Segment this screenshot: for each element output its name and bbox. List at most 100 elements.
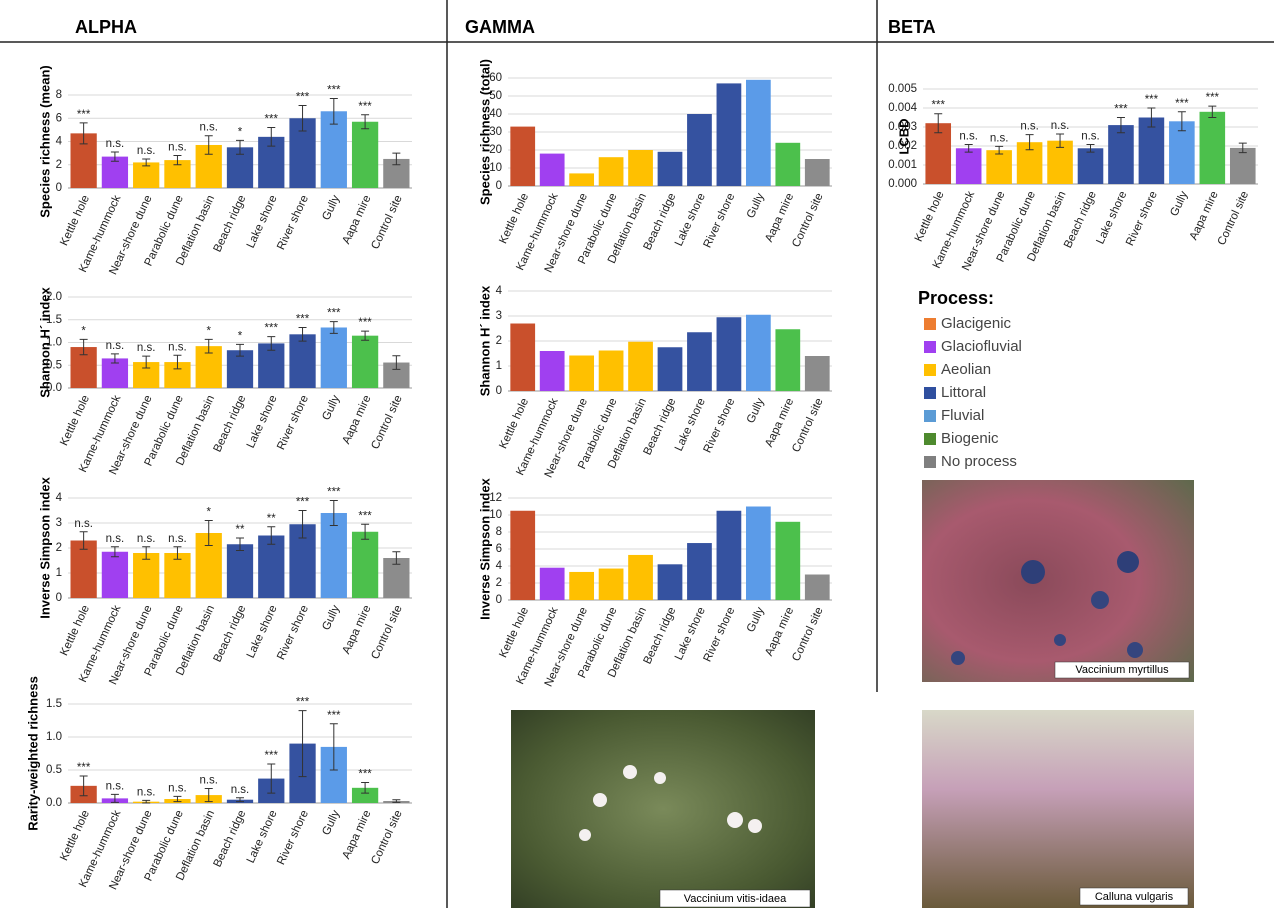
x-tick-label: River shore <box>275 808 311 866</box>
y-tick-label: 0.001 <box>888 159 917 171</box>
error-bar <box>204 338 213 354</box>
error-bar <box>79 531 88 550</box>
y-tick-label: 4 <box>496 285 503 297</box>
bar <box>775 142 801 186</box>
significance-label: *** <box>358 101 372 113</box>
x-tick-label: Aapa mire <box>763 191 796 244</box>
bar <box>1169 121 1195 184</box>
error-bar <box>361 114 370 130</box>
error-bar <box>204 135 213 155</box>
x-tick-label: Lake shore <box>673 605 708 662</box>
bar <box>628 150 653 186</box>
significance-label: *** <box>265 750 279 762</box>
y-axis-label: Inverse Simpson index <box>37 476 52 618</box>
y-axis-label: Shannon H´ index <box>477 285 492 396</box>
significance-label: n.s. <box>137 533 156 545</box>
bar <box>745 506 771 600</box>
x-tick-label: Aapa mire <box>341 603 374 656</box>
error-bar <box>392 152 401 166</box>
legend-title: Process: <box>918 288 994 308</box>
y-tick-label: 2 <box>496 577 502 589</box>
x-tick-label: Kettle hole <box>58 603 92 657</box>
error-bar <box>79 775 88 797</box>
x-tick-label: Lake shore <box>245 808 280 865</box>
bar <box>289 334 316 388</box>
error-bar <box>267 127 276 147</box>
y-axis-label: LCBD <box>896 118 911 154</box>
x-tick-label: Lake shore <box>245 603 280 660</box>
x-tick-label: River shore <box>275 603 311 661</box>
y-tick-label: 12 <box>489 492 502 504</box>
x-tick-label: River shore <box>275 193 311 251</box>
significance-label: n.s. <box>990 132 1009 144</box>
y-tick-label: 1 <box>496 360 502 372</box>
bar <box>745 79 771 186</box>
error-bar <box>204 520 213 546</box>
significance-label: *** <box>358 769 372 781</box>
column-header: BETA <box>888 17 936 37</box>
legend-label: Littoral <box>941 384 986 401</box>
x-tick-label: Aapa mire <box>1188 189 1221 242</box>
error-bar <box>329 97 338 125</box>
bar <box>716 510 742 600</box>
significance-label: n.s. <box>106 533 125 545</box>
y-tick-label: 0 <box>496 594 502 606</box>
y-tick-label: 0 <box>56 592 62 604</box>
legend-label: Glacigenic <box>941 315 1012 332</box>
legend-swatch <box>924 318 936 330</box>
bar <box>716 317 742 391</box>
y-tick-label: 4 <box>56 136 63 148</box>
significance-label: * <box>238 126 243 138</box>
x-tick-label: River shore <box>702 605 738 663</box>
x-tick-label: Beach ridge <box>212 393 249 454</box>
bar <box>628 554 653 600</box>
significance-label: ** <box>267 513 276 525</box>
significance-label: n.s. <box>168 341 187 353</box>
significance-label: *** <box>77 109 91 121</box>
error-bar <box>142 158 151 167</box>
significance-label: *** <box>327 487 341 499</box>
legend-label: Aeolian <box>941 361 991 378</box>
bar <box>539 567 565 600</box>
x-tick-label: Gully <box>320 393 342 422</box>
bar <box>775 329 801 391</box>
legend-label: No process <box>941 453 1017 470</box>
x-tick-label: River shore <box>275 393 311 451</box>
significance-label: n.s. <box>74 518 93 530</box>
bar <box>101 551 129 598</box>
bar <box>101 156 129 188</box>
y-axis-label: Species richness (total) <box>477 59 492 205</box>
y-axis-label: Shannon H´ index <box>37 286 52 397</box>
bar <box>1138 117 1165 184</box>
x-tick-label: Gully <box>320 603 342 632</box>
significance-label: n.s. <box>231 784 250 796</box>
y-tick-label: 2.0 <box>46 291 62 303</box>
error-bar <box>236 537 244 551</box>
x-tick-label: Aapa mire <box>341 808 374 861</box>
y-tick-label: 6 <box>56 112 62 124</box>
significance-label: * <box>238 330 243 342</box>
significance-label: *** <box>358 510 372 522</box>
y-tick-label: 10 <box>489 162 502 174</box>
error-bar <box>361 330 370 341</box>
y-tick-label: 0 <box>496 385 502 397</box>
y-tick-label: 3 <box>496 310 502 322</box>
error-bar <box>1025 134 1034 151</box>
significance-label: *** <box>265 323 279 335</box>
error-bar <box>361 523 370 540</box>
error-bar <box>1147 107 1156 128</box>
y-tick-label: 2 <box>56 159 62 171</box>
significance-label: *** <box>296 314 310 326</box>
x-tick-label: Control site <box>369 193 404 251</box>
significance-label: n.s. <box>199 122 218 134</box>
x-tick-label: Control site <box>790 605 825 663</box>
legend-swatch <box>924 341 936 353</box>
bar <box>539 351 565 391</box>
significance-label: n.s. <box>1051 120 1070 132</box>
x-tick-label: Gully <box>320 193 342 222</box>
y-tick-label: 0.002 <box>888 140 917 152</box>
y-tick-label: 0.005 <box>888 83 917 95</box>
bar <box>775 521 801 600</box>
x-tick-label: Beach ridge <box>212 193 249 254</box>
significance-label: *** <box>327 710 341 722</box>
